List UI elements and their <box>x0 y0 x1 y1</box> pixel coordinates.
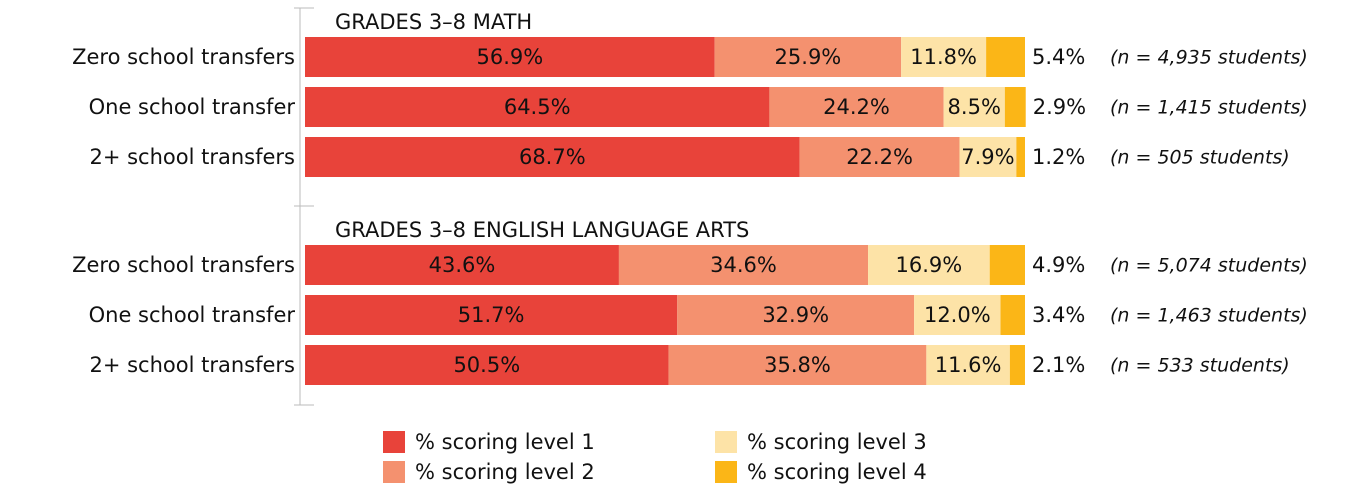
bar-segment <box>305 345 669 385</box>
category-label: 2+ school transfers <box>89 353 295 377</box>
category-label: Zero school transfers <box>72 45 295 69</box>
panel-title: GRADES 3–8 MATH <box>335 10 532 34</box>
annotation: (n = 1,415 students) <box>1110 97 1308 119</box>
bar-segment <box>1000 295 1025 335</box>
value-label: 11.8% <box>910 45 977 69</box>
value-label: 24.2% <box>823 95 890 119</box>
annotation: (n = 505 students) <box>1110 147 1290 169</box>
value-label: 68.7% <box>519 145 586 169</box>
bar-segment <box>943 87 1005 127</box>
bar-segment <box>677 295 915 335</box>
bar-segment <box>305 245 619 285</box>
value-label: 5.4% <box>1032 45 1085 69</box>
bar-segment <box>305 295 678 335</box>
bar-segment <box>986 37 1025 77</box>
bar-segment <box>305 87 770 127</box>
value-label: 50.5% <box>453 353 520 377</box>
legend-label: % scoring level 1 <box>415 430 595 454</box>
value-label: 35.8% <box>764 353 831 377</box>
legend-label: % scoring level 3 <box>747 430 927 454</box>
bar-segment <box>868 245 990 285</box>
annotation: (n = 533 students) <box>1110 355 1290 377</box>
value-label: 8.5% <box>948 95 1001 119</box>
bar-segment <box>668 345 927 385</box>
value-label: 56.9% <box>476 45 543 69</box>
annotation: (n = 4,935 students) <box>1110 47 1308 69</box>
annotation: (n = 1,463 students) <box>1110 305 1308 327</box>
annotation: (n = 5,074 students) <box>1110 255 1308 277</box>
value-label: 22.2% <box>846 145 913 169</box>
bar-segment <box>1016 137 1025 177</box>
bar-segment <box>959 137 1017 177</box>
value-label: 11.6% <box>935 353 1002 377</box>
bar-segment <box>1004 87 1026 127</box>
bar-segment <box>1009 345 1025 385</box>
value-label: 3.4% <box>1032 303 1085 327</box>
category-label: One school transfer <box>89 95 296 119</box>
category-label: 2+ school transfers <box>89 145 295 169</box>
value-label: 7.9% <box>961 145 1014 169</box>
value-label: 2.9% <box>1033 95 1086 119</box>
value-label: 43.6% <box>429 253 496 277</box>
bar-segment <box>714 37 902 77</box>
legend-swatch <box>715 431 737 453</box>
value-label: 16.9% <box>896 253 963 277</box>
bar-segment <box>989 245 1025 285</box>
value-label: 32.9% <box>762 303 829 327</box>
panel-title: GRADES 3–8 ENGLISH LANGUAGE ARTS <box>335 218 749 242</box>
value-label: 12.0% <box>924 303 991 327</box>
legend-label: % scoring level 4 <box>747 460 927 484</box>
bar-segment <box>305 137 800 177</box>
legend-swatch <box>383 431 405 453</box>
value-label: 4.9% <box>1032 253 1085 277</box>
legend-swatch <box>383 461 405 483</box>
bar-segment <box>799 137 960 177</box>
value-label: 25.9% <box>775 45 842 69</box>
category-label: Zero school transfers <box>72 253 295 277</box>
value-label: 64.5% <box>504 95 571 119</box>
value-label: 2.1% <box>1032 353 1085 377</box>
category-label: One school transfer <box>89 303 296 327</box>
value-label: 34.6% <box>710 253 777 277</box>
value-label: 51.7% <box>458 303 525 327</box>
legend-label: % scoring level 2 <box>415 460 595 484</box>
bar-segment <box>926 345 1010 385</box>
bar-segment <box>901 37 987 77</box>
bar-segment <box>618 245 869 285</box>
value-label: 1.2% <box>1032 145 1085 169</box>
bar-segment <box>305 37 715 77</box>
bar-segment <box>914 295 1001 335</box>
bar-segment <box>769 87 944 127</box>
legend-swatch <box>715 461 737 483</box>
